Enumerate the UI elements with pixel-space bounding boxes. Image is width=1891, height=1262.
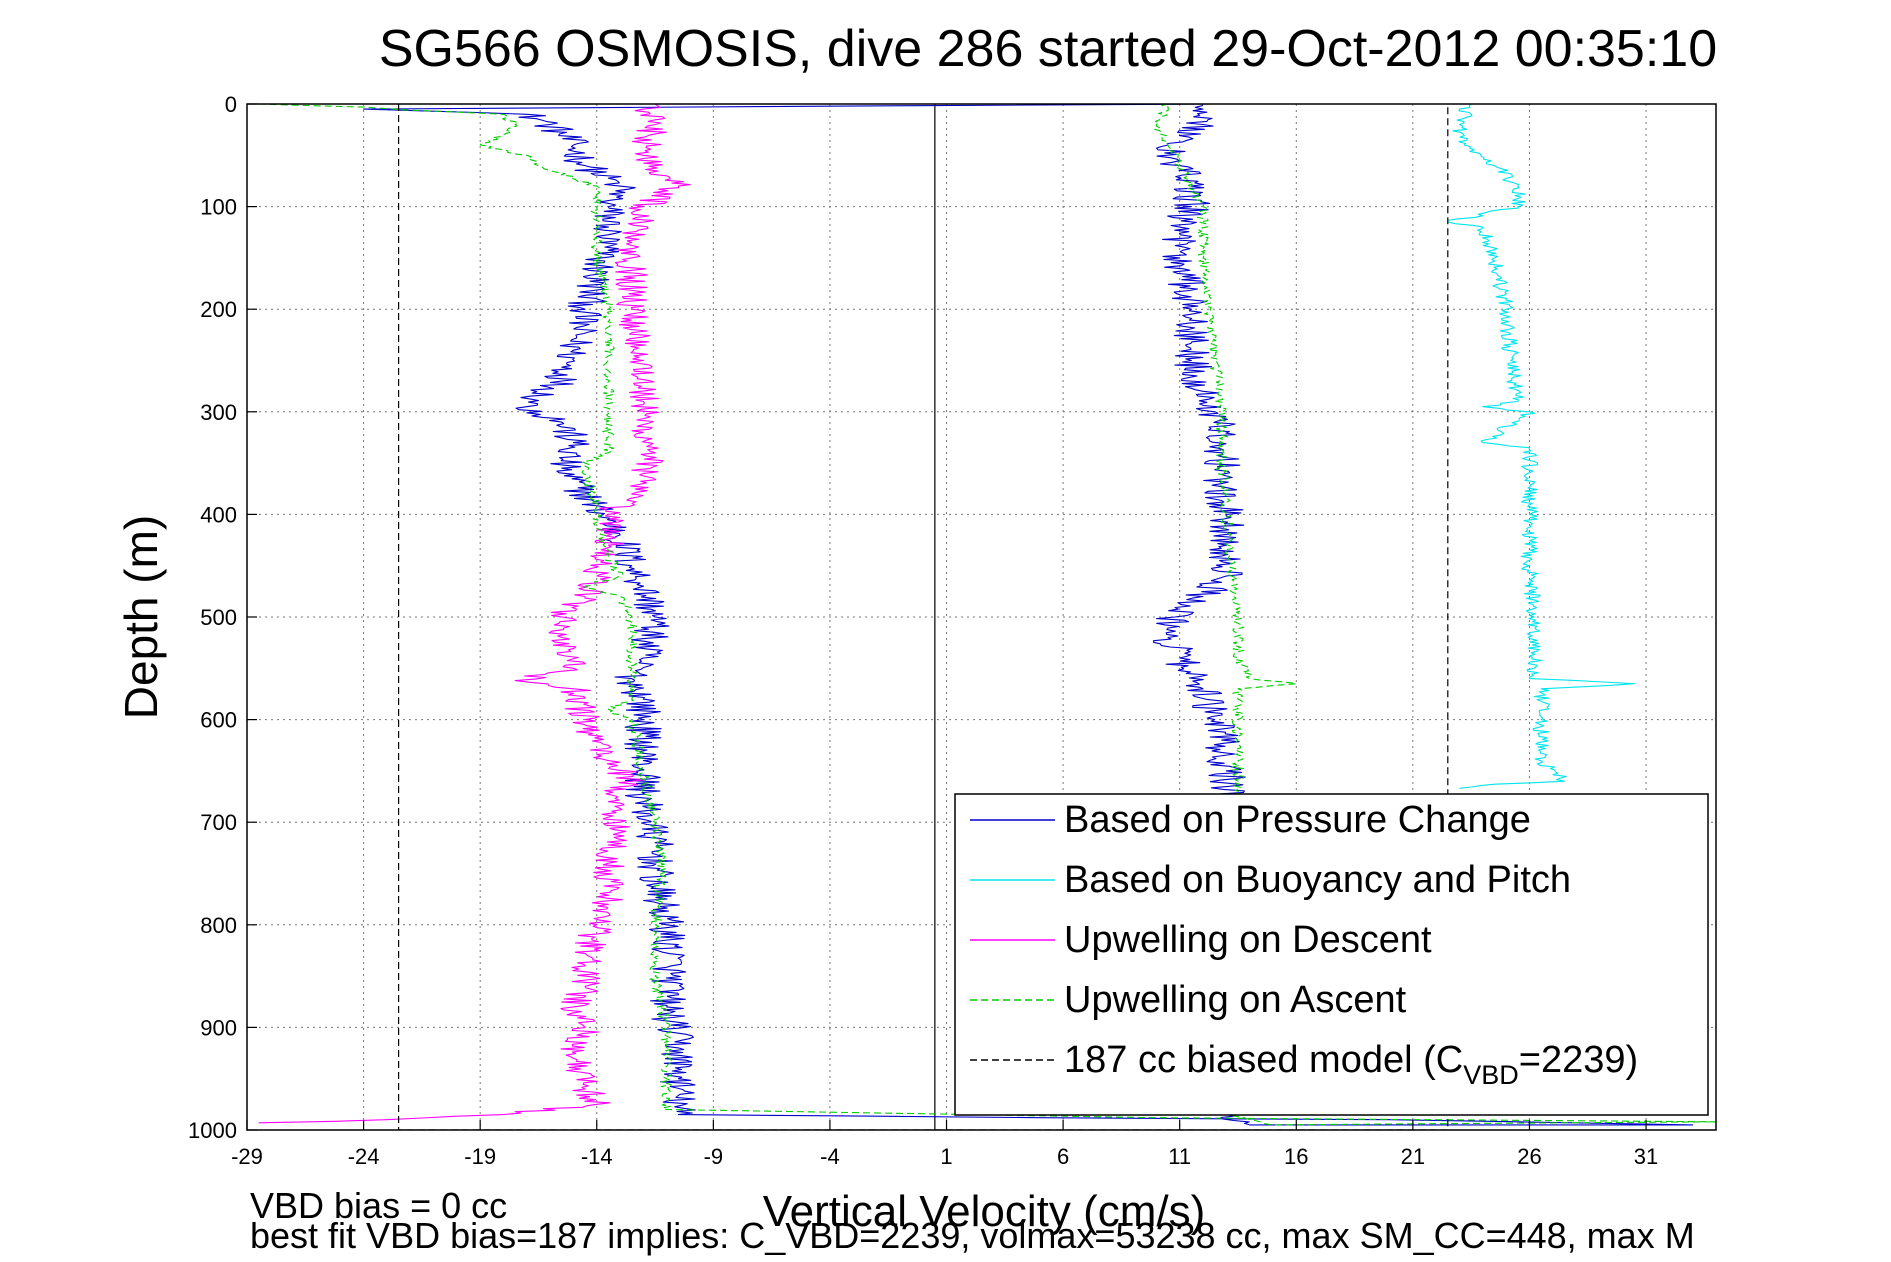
x-tick-label: -29 xyxy=(231,1144,263,1169)
y-tick-label: 600 xyxy=(200,708,237,733)
x-tick-label: 16 xyxy=(1284,1144,1308,1169)
legend: Based on Pressure Change Based on Buoyanc… xyxy=(954,793,1709,1116)
y-tick-label: 1000 xyxy=(188,1118,237,1143)
x-tick-label: 11 xyxy=(1168,1144,1191,1169)
series-line-1 xyxy=(1447,104,1635,789)
x-tick-label: 31 xyxy=(1634,1144,1658,1169)
y-tick-label: 500 xyxy=(200,605,237,630)
y-axis-ticks: 0 100 200 300 400 500 600 700 800 900 1000 xyxy=(188,92,257,1143)
y-tick-label: 100 xyxy=(200,195,237,220)
footer-line-1: VBD bias = 0 cc xyxy=(250,1185,507,1226)
y-tick-label: 700 xyxy=(200,810,237,835)
x-tick-label: -9 xyxy=(704,1144,724,1169)
legend-label-2: Upwelling on Descent xyxy=(1064,919,1432,961)
y-axis-label: Depth (m) xyxy=(115,515,167,719)
y-tick-label: 300 xyxy=(200,400,237,425)
x-tick-label: 21 xyxy=(1401,1144,1425,1169)
series-line-0 xyxy=(363,104,1694,1126)
x-tick-label: -24 xyxy=(348,1144,380,1169)
y-tick-label: 0 xyxy=(225,92,237,117)
footer-line-2: best fit VBD bias=187 implies: C_VBD=223… xyxy=(250,1215,1695,1256)
x-axis-label: Vertical Velocity (cm/s) xyxy=(763,1187,1206,1236)
x-tick-label: -19 xyxy=(464,1144,496,1169)
legend-label-3: Upwelling on Ascent xyxy=(1064,979,1407,1021)
x-tick-label: 6 xyxy=(1057,1144,1069,1169)
y-tick-label: 800 xyxy=(200,913,237,938)
x-tick-label: 1 xyxy=(940,1144,952,1169)
series-line-4 xyxy=(398,104,1449,1130)
legend-box xyxy=(954,793,1709,1116)
series-line-2 xyxy=(258,104,691,1124)
y-tick-label: 400 xyxy=(200,502,237,527)
plot-area xyxy=(258,104,1716,1130)
x-axis-ticks: -29 -24 -19 -14 -9 -4 1 6 11 16 21 26 31 xyxy=(231,1120,1658,1169)
legend-label-4: 187 cc biased model (CVBD=2239) xyxy=(1064,1039,1638,1090)
y-tick-label: 900 xyxy=(200,1015,237,1040)
x-tick-label: -4 xyxy=(820,1144,840,1169)
y-tick-label: 200 xyxy=(200,297,237,322)
series-group xyxy=(258,104,1716,1130)
x-tick-label: 26 xyxy=(1517,1144,1541,1169)
series-line-3 xyxy=(258,104,1716,1126)
chart-title: SG566 OSMOSIS, dive 286 started 29-Oct-2… xyxy=(379,20,1717,78)
x-tick-label: -14 xyxy=(581,1144,613,1169)
legend-label-1: Based on Buoyancy and Pitch xyxy=(1064,859,1571,901)
legend-label-0: Based on Pressure Change xyxy=(1064,799,1531,841)
